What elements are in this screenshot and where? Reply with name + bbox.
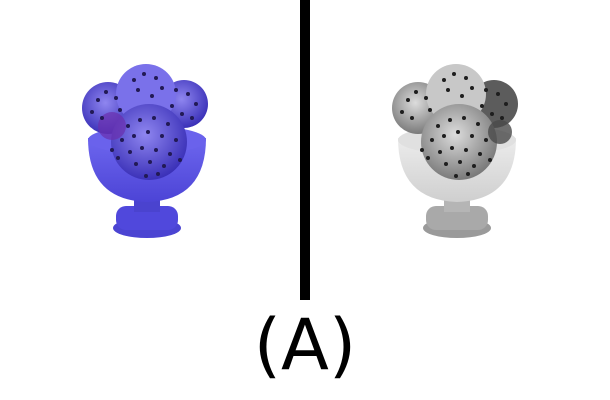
ice-cream-cup-blue-icon [82, 64, 208, 238]
ice-cream-cup-grayscale-icon [392, 64, 518, 238]
panel-grayscale-image [382, 60, 532, 250]
panel-blue-tinted-image [72, 60, 222, 250]
sprinkles [400, 72, 508, 178]
vertical-divider [300, 0, 310, 300]
figure-caption: (A) [253, 304, 357, 386]
sprinkles [90, 72, 198, 178]
